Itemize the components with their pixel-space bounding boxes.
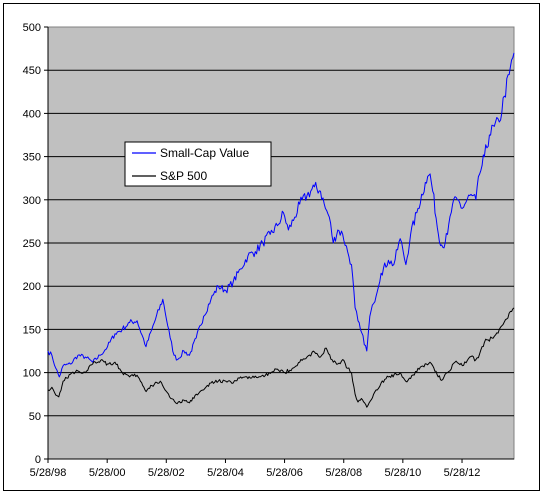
legend-box (124, 141, 272, 187)
x-tick-label: 5/28/06 (266, 467, 303, 479)
series-layer (47, 52, 515, 408)
y-tick-label: 450 (23, 65, 41, 77)
x-tick-label: 5/28/10 (384, 467, 421, 479)
y-tick-label: 150 (23, 324, 41, 336)
y-tick-label: 300 (23, 195, 41, 207)
y-tick-label: 500 (23, 22, 41, 34)
gridlines (48, 69, 514, 417)
y-tick-label: 350 (23, 152, 41, 164)
x-tick-label: 5/28/04 (207, 467, 244, 479)
x-axis: 5/28/98 5/28/00 5/28/02 5/28/04 5/28/06 5/28/… (30, 458, 514, 479)
y-tick-label: 100 (23, 368, 41, 380)
y-tick-label: 50 (29, 411, 41, 423)
series-line-sp500 (47, 307, 515, 408)
y-tick-label: 250 (23, 238, 41, 250)
x-tick-label: 5/28/08 (325, 467, 362, 479)
y-tick-label: 400 (23, 108, 41, 120)
y-axis: 0 50 100 150 200 250 300 350 400 450 500 (23, 22, 49, 466)
y-tick-label: 0 (35, 454, 41, 466)
x-tick-label: 5/28/98 (30, 467, 67, 479)
series-line-small-cap-value (47, 52, 515, 378)
x-tick-label: 5/28/00 (89, 467, 126, 479)
x-tick-label: 5/28/12 (444, 467, 481, 479)
x-tick-label: 5/28/02 (148, 467, 185, 479)
legend-label-small-cap-value: Small-Cap Value (160, 146, 249, 160)
legend-label-sp500: S&P 500 (160, 169, 207, 183)
y-tick-label: 200 (23, 281, 41, 293)
legend: Small-Cap Value S&P 500 (124, 141, 272, 187)
